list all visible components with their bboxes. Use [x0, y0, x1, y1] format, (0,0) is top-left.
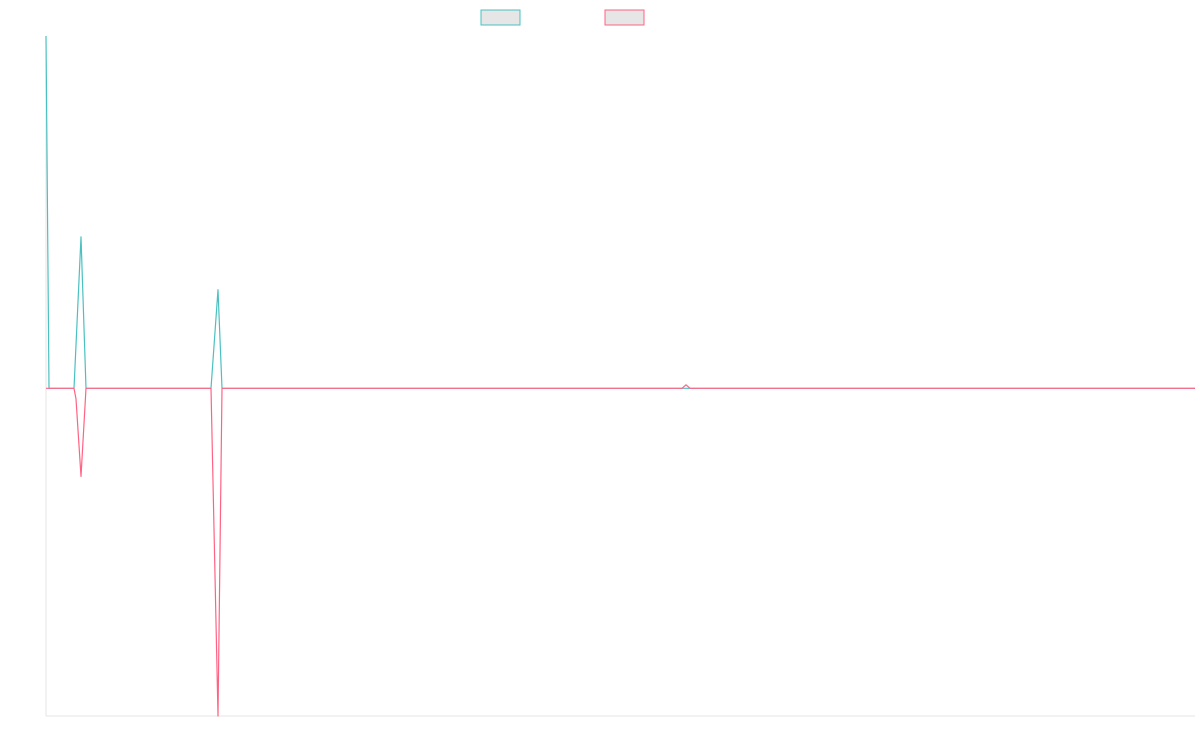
line-series — [45, 35, 1195, 389]
legend-swatch[interactable] — [604, 9, 645, 26]
line-series — [46, 384, 1195, 717]
legend-swatch[interactable] — [480, 9, 521, 26]
